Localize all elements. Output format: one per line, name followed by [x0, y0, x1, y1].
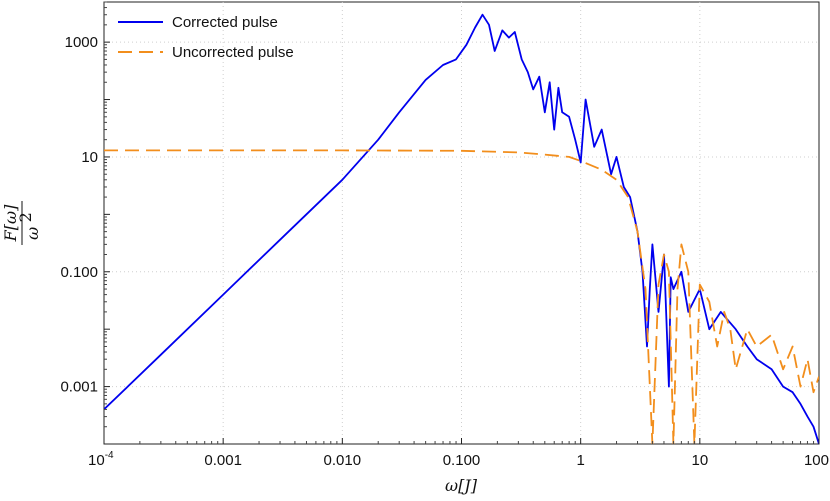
legend: Corrected pulse Uncorrected pulse — [118, 14, 294, 61]
legend-label-corrected: Corrected pulse — [172, 14, 278, 31]
y-tick-label: 10 — [81, 149, 98, 166]
x-tick-label: 0.010 — [324, 452, 362, 469]
series-line-corrected — [104, 13, 819, 444]
y-tick-label: 0.001 — [60, 379, 98, 396]
y-axis-label-numerator: F[ω] — [1, 204, 20, 242]
y-tick-label: 0.100 — [60, 264, 98, 281]
series-line-uncorrected — [104, 149, 819, 444]
x-axis: 10-4 0.001 0.010 0.100 1 10 100 — [88, 438, 829, 469]
y-axis-label-denominator: ω 2 — [16, 212, 42, 240]
y-axis-label: F[ω] ω 2 — [1, 201, 42, 245]
x-tick-label: 1 — [576, 452, 584, 469]
x-axis-label: ω[J] — [445, 476, 478, 495]
y-axis: 0.001 0.100 10 1000 — [60, 1, 110, 445]
x-tick-label: 10-4 — [88, 450, 114, 469]
series-layer — [104, 13, 819, 444]
y-tick-label: 1000 — [65, 34, 98, 51]
x-tick-label: 0.001 — [204, 452, 242, 469]
x-tick-label: 100 — [804, 452, 829, 469]
x-tick-label: 10 — [691, 452, 708, 469]
x-tick-label: 0.100 — [443, 452, 481, 469]
grid-lines — [104, 2, 819, 444]
legend-label-uncorrected: Uncorrected pulse — [172, 44, 294, 61]
